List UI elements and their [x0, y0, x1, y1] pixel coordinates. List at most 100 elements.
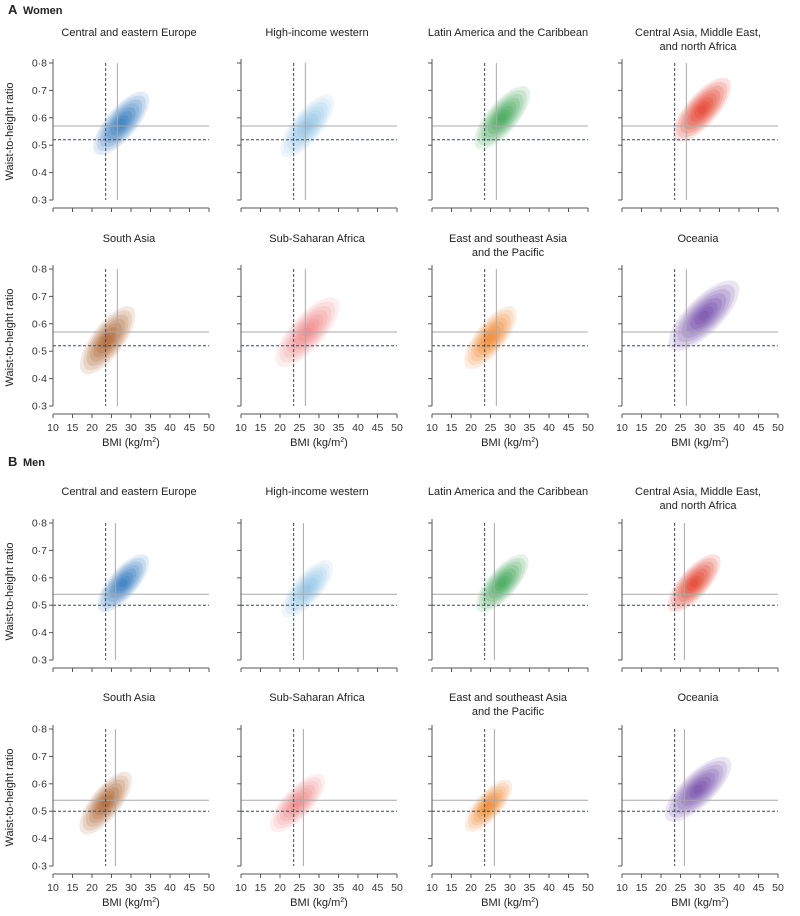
density-contours [474, 86, 531, 150]
density-level-5 [106, 107, 136, 140]
axes [428, 519, 589, 672]
x-tick-label: 35 [714, 882, 726, 894]
axes [237, 519, 398, 672]
density-level-4 [280, 784, 315, 822]
density-level-1 [79, 306, 136, 375]
x-tick-label: 20 [465, 422, 477, 434]
axes [428, 59, 589, 212]
panel-latin-america-and-the-caribbean: Latin America and the Caribbean [428, 486, 589, 672]
panel-central-and-eastern-europe: Central and eastern Europe0·30·40·50·60·… [4, 486, 210, 672]
x-tick-label: 45 [184, 422, 196, 434]
density-level-2 [672, 284, 735, 347]
x-tick-label: 10 [426, 882, 438, 894]
x-tick-label: 35 [333, 422, 345, 434]
density-level-6 [480, 325, 501, 350]
y-axis-title: Waist-to-height ratio [4, 82, 16, 180]
panel-oceania: Oceania 10 15 20 25 30 35 40 45 50 BMI (kg/m2) [616, 233, 784, 449]
x-tick-label: 30 [694, 882, 706, 894]
x-tick-label: 30 [125, 882, 137, 894]
x-tick-label: 30 [694, 422, 706, 434]
density-level-2 [670, 557, 718, 609]
x-tick-label: 50 [203, 422, 215, 434]
y-tick-label: 0·8 [32, 58, 47, 70]
density-level-5 [681, 772, 715, 806]
x-tick-label: 25 [106, 882, 118, 894]
density-level-8 [293, 798, 302, 808]
density-level-3 [287, 566, 327, 611]
y-tick-label: 0·7 [32, 291, 47, 303]
x-axis-title: BMI (kg/m2) [671, 437, 729, 449]
density-level-3 [481, 93, 524, 142]
density-level-7 [689, 780, 707, 798]
axes [237, 59, 398, 212]
panel-title: Sub-Saharan Africa [269, 233, 365, 245]
x-tick-label: 30 [313, 422, 325, 434]
density-level-7 [686, 575, 702, 591]
axes: 10 15 20 25 30 35 40 45 50 BMI (kg/m2) [235, 265, 403, 449]
density-level-8 [486, 333, 495, 342]
x-tick-label: 25 [485, 882, 497, 894]
panel-south-asia: South Asia 0·3 0·4 0·5 0·6 0·7 0·8 10 15 20 25 30 35… [4, 233, 215, 449]
panel-title: and the Pacific [472, 706, 545, 718]
x-tick-label: 50 [772, 422, 784, 434]
density-level-8 [698, 310, 709, 321]
y-tick-label: 0·3 [32, 401, 47, 413]
panel-title: Central and eastern Europe [61, 27, 196, 39]
axes [618, 519, 779, 672]
density-contours [270, 773, 326, 833]
x-tick-label: 10 [235, 882, 247, 894]
density-level-2 [676, 81, 728, 138]
panel-title: East and southeast Asia [449, 692, 568, 704]
panel-title: Sub-Saharan Africa [269, 692, 365, 704]
panel-title: Oceania [678, 233, 720, 245]
panel-latin-america-and-the-caribbean: Latin America and the Caribbean [428, 27, 589, 212]
panel-title: South Asia [103, 692, 156, 704]
x-tick-label: 10 [235, 422, 247, 434]
x-tick-label: 40 [733, 882, 745, 894]
axes: 10 15 20 25 30 35 40 45 50 BMI (kg/m2) [235, 725, 403, 909]
x-tick-label: 25 [675, 422, 687, 434]
density-level-4 [103, 103, 139, 144]
x-tick-label: 10 [616, 882, 628, 894]
panel-central-asia-middle-east-and-north-africa: Central Asia, Middle East, and north Afri… [618, 27, 779, 212]
panel-oceania: Oceania 10 15 20 25 30 35 40 45 50 BMI (kg/m2) [616, 692, 784, 909]
x-tick-label: 50 [391, 422, 403, 434]
x-tick-label: 45 [753, 422, 765, 434]
y-axis-title: Waist-to-height ratio [4, 748, 16, 846]
density-level-2 [96, 95, 146, 152]
y-tick-label: 0·5 [32, 600, 47, 612]
x-tick-label: 30 [504, 882, 516, 894]
x-tick-label: 25 [294, 422, 306, 434]
x-tick-label: 15 [255, 422, 267, 434]
density-level-8 [497, 113, 507, 123]
x-tick-label: 35 [524, 882, 536, 894]
axes: 0·3 0·4 0·5 0·6 0·7 0·8 10 15 20 25 30 35 40 45 50 BMI … [4, 264, 215, 450]
section-label: Men [23, 457, 45, 469]
density-level-7 [482, 798, 496, 813]
x-axis-title: BMI (kg/m2) [102, 897, 160, 909]
density-level-4 [473, 317, 508, 358]
density-level-1 [97, 554, 149, 613]
x-tick-label: 25 [106, 422, 118, 434]
x-tick-label: 40 [164, 422, 176, 434]
x-tick-label: 30 [313, 882, 325, 894]
density-level-5 [488, 568, 516, 599]
density-contours [79, 306, 136, 375]
density-level-4 [683, 89, 721, 130]
x-tick-label: 15 [67, 422, 79, 434]
density-level-1 [79, 771, 132, 835]
section-label: Women [23, 5, 63, 17]
density-level-1 [464, 779, 513, 832]
y-tick-label: 0·4 [32, 627, 47, 639]
y-tick-label: 0·5 [32, 346, 47, 358]
x-tick-label: 25 [294, 882, 306, 894]
y-tick-label: 0·4 [32, 833, 47, 845]
density-level-1 [475, 554, 529, 613]
x-tick-label: 35 [145, 882, 157, 894]
y-tick-label: 0·8 [32, 724, 47, 736]
axes: 0·3 0·4 0·5 0·6 0·7 0·8 Waist-to-height ratio [4, 58, 210, 212]
density-level-6 [690, 97, 714, 122]
density-contours [664, 756, 732, 822]
x-tick-label: 10 [47, 882, 59, 894]
